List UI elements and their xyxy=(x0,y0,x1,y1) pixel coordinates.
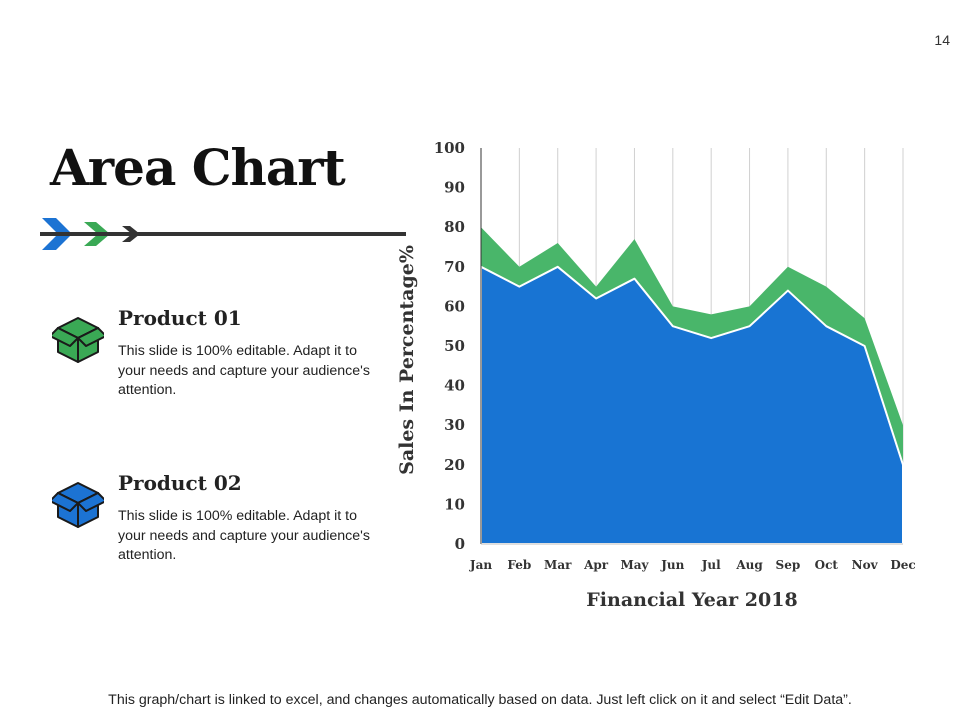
y-tick-label: 50 xyxy=(444,337,465,355)
x-tick-label: Dec xyxy=(890,558,915,572)
product-description: This slide is 100% editable. Adapt it to… xyxy=(118,343,370,398)
x-tick-label: Sep xyxy=(776,558,801,572)
page-number: 14 xyxy=(934,32,950,48)
x-tick-label: Aug xyxy=(735,558,763,572)
y-tick-label: 0 xyxy=(455,535,465,553)
y-tick-label: 10 xyxy=(444,495,465,513)
y-tick-label: 80 xyxy=(444,218,465,236)
box-icon xyxy=(52,482,104,528)
y-axis-title: Sales In Percentage% xyxy=(396,245,418,475)
y-tick-label: 100 xyxy=(434,139,465,157)
series-area-2 xyxy=(480,265,904,545)
x-tick-label: Jun xyxy=(660,558,684,572)
area-chart[interactable]: 0 10 20 30 40 50 60 70 80 90 100 Jan Feb Mar Apr May Jun… xyxy=(380,130,940,630)
x-tick-label: Nov xyxy=(852,558,879,572)
x-tick-label: Apr xyxy=(583,558,609,572)
area-chart-svg[interactable]: 0 10 20 30 40 50 60 70 80 90 100 Jan Feb Mar Apr May Jun… xyxy=(380,130,940,630)
product-name: Product 01 xyxy=(118,306,242,330)
x-tick-label: Feb xyxy=(507,558,531,572)
footer-note: This graph/chart is linked to excel, and… xyxy=(108,692,852,708)
page-title: Area Chart xyxy=(50,138,346,197)
y-tick-label: 60 xyxy=(444,297,465,315)
product-description: This slide is 100% editable. Adapt it to… xyxy=(118,508,370,563)
y-tick-label: 40 xyxy=(444,377,465,395)
box-icon xyxy=(52,317,104,363)
y-tick-label: 20 xyxy=(444,456,465,474)
x-tick-label: Oct xyxy=(815,558,839,572)
product-name: Product 02 xyxy=(118,471,242,495)
x-tick-label: Mar xyxy=(544,558,572,572)
chevron-divider xyxy=(40,218,406,250)
y-tick-label: 70 xyxy=(444,258,465,276)
x-axis-title: Financial Year 2018 xyxy=(586,589,797,611)
y-tick-label: 90 xyxy=(444,179,465,197)
y-tick-label: 30 xyxy=(444,416,465,434)
x-tick-label: May xyxy=(620,558,649,572)
x-tick-label: Jul xyxy=(701,558,721,572)
x-tick-label: Jan xyxy=(469,558,492,572)
